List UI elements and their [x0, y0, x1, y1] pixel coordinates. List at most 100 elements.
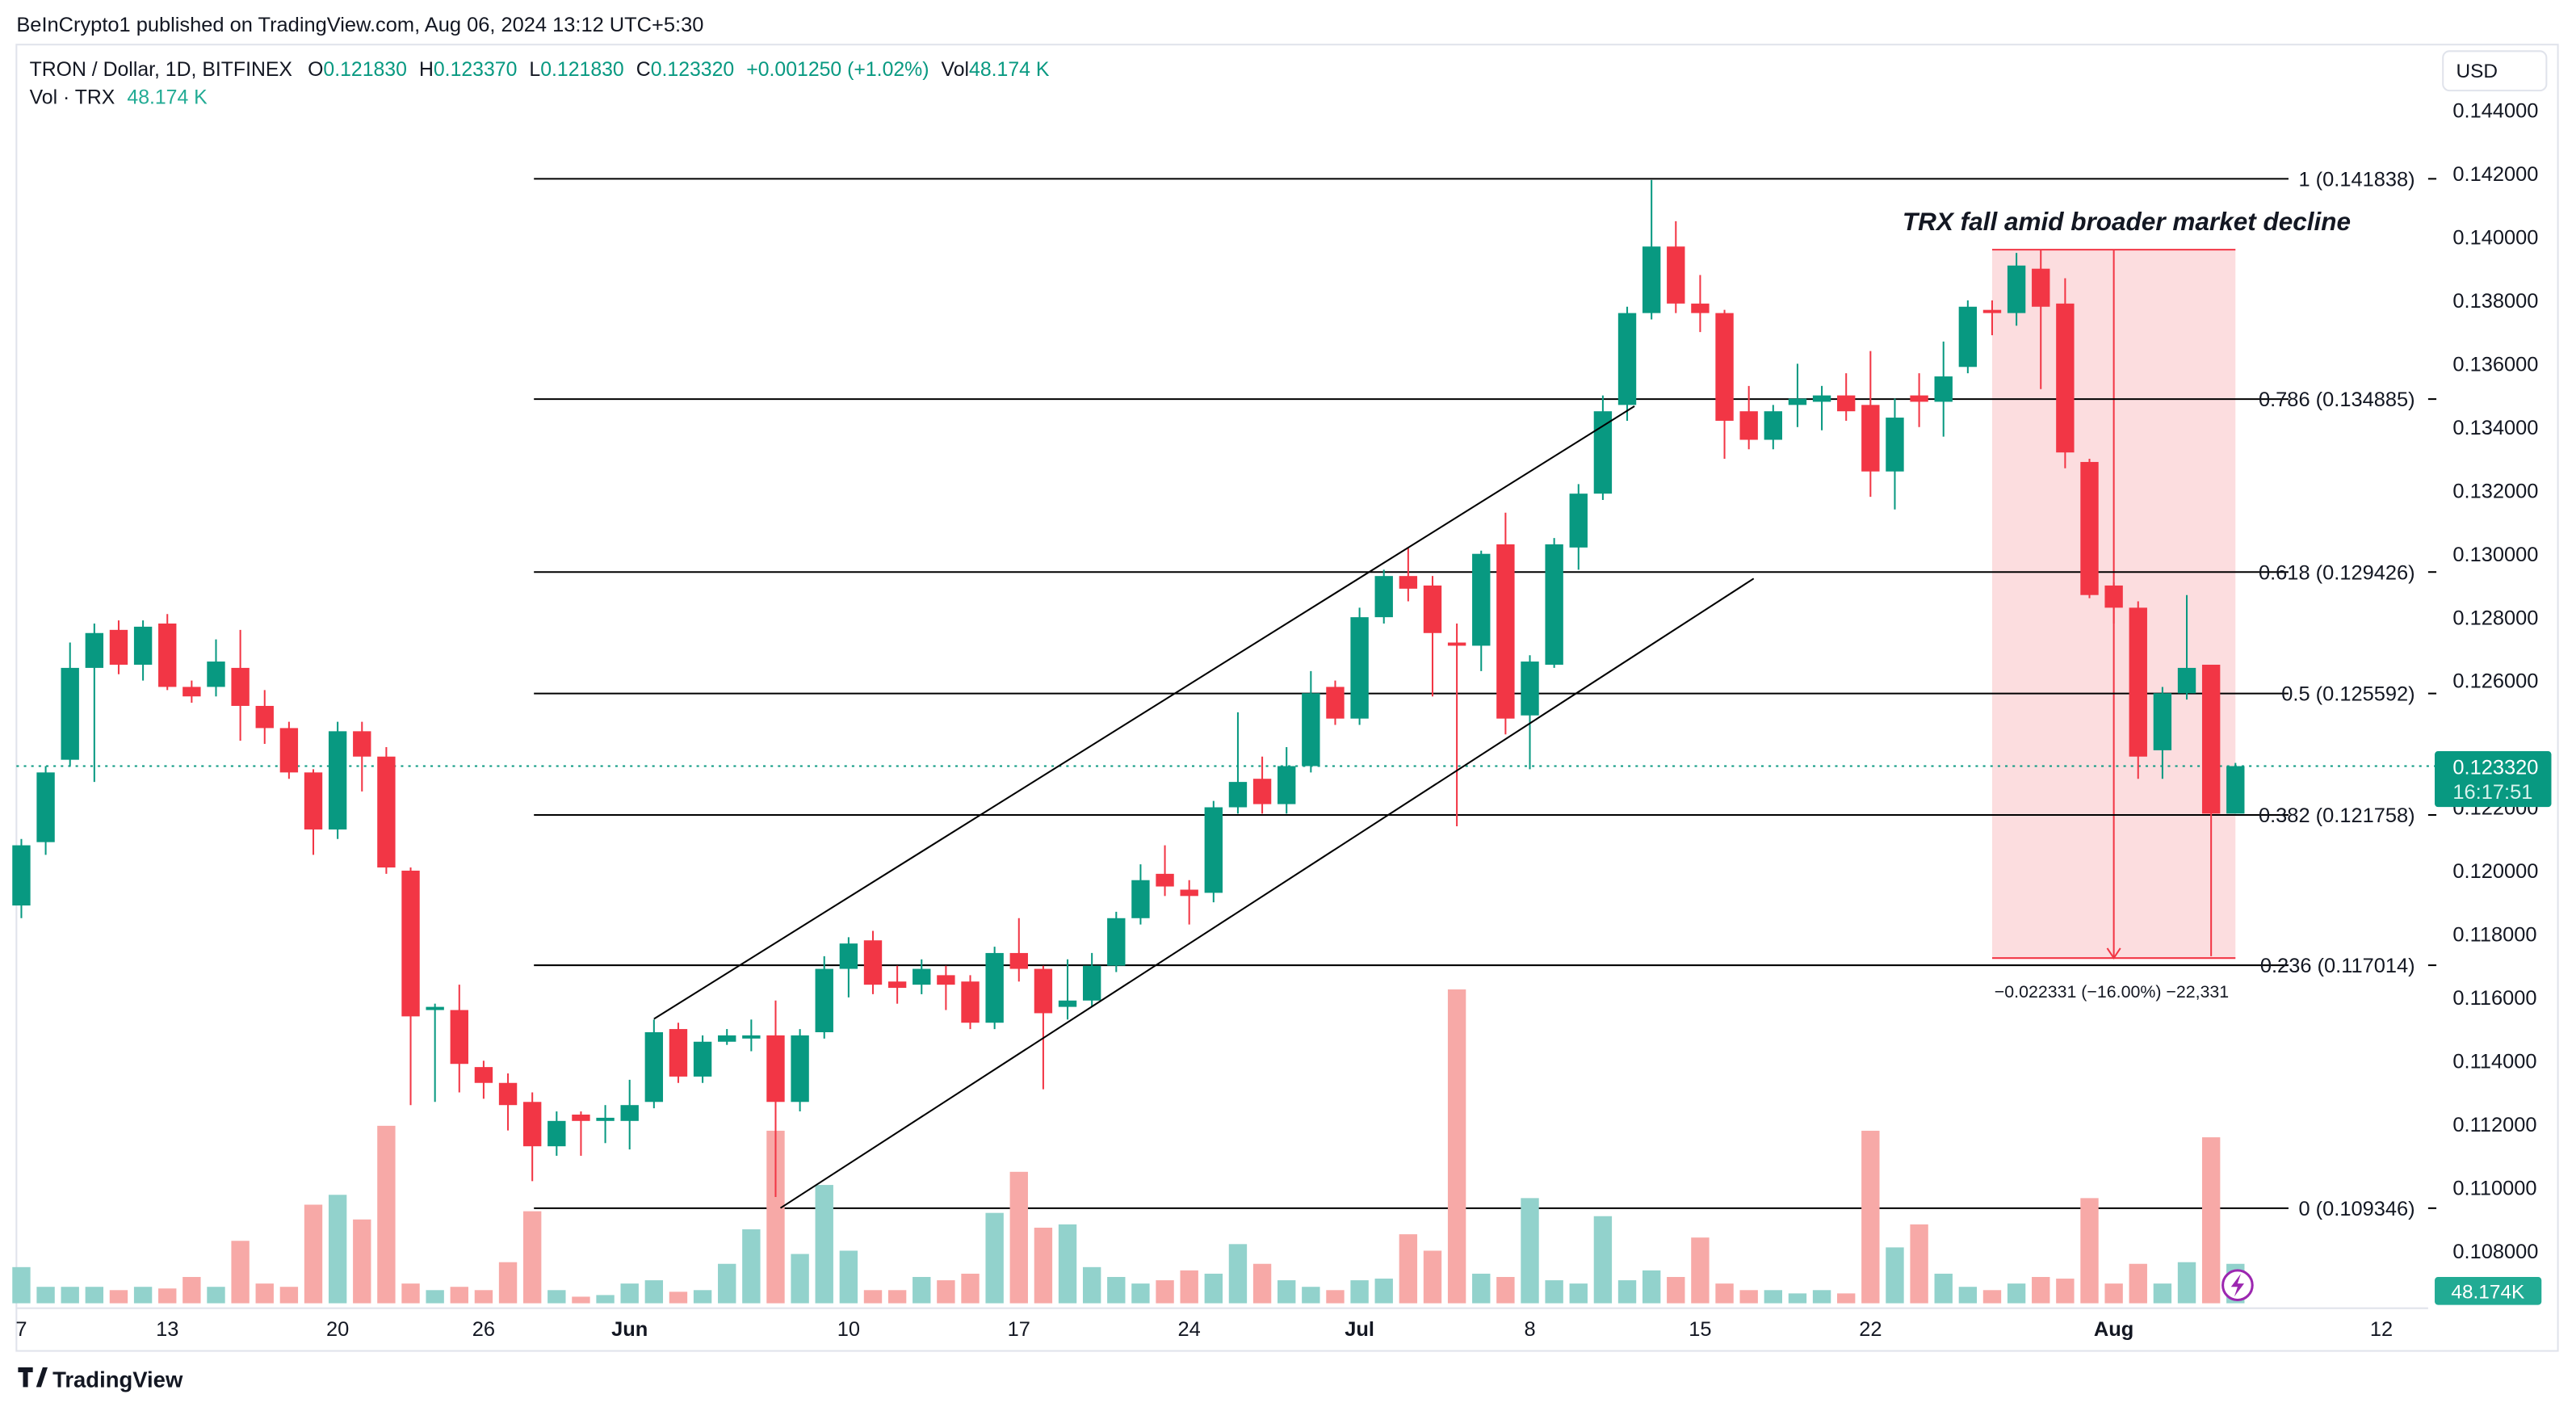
- volume-bar: [279, 1287, 299, 1304]
- volume-bar: [353, 1219, 371, 1304]
- y-tick-label: 0.110000: [2452, 1177, 2536, 1199]
- volume-bar: [474, 1290, 493, 1304]
- volume-bar: [718, 1263, 736, 1304]
- candle: [815, 956, 833, 1039]
- y-tick-label: 0.128000: [2452, 607, 2538, 629]
- candle-body: [1472, 553, 1491, 646]
- candle: [1812, 385, 1831, 430]
- legend-open: 0.121830: [323, 59, 407, 81]
- volume-bar: [183, 1277, 201, 1304]
- volume-bar: [85, 1287, 104, 1304]
- volume-bar: [1034, 1227, 1053, 1304]
- candle-body: [353, 731, 371, 757]
- y-tick-label: 0.118000: [2452, 924, 2536, 947]
- y-tick-label: 0.126000: [2452, 670, 2538, 693]
- volume-bar: [1958, 1287, 1978, 1304]
- price-axis[interactable]: 0.144000 0.142000 0.140000 0.138000 0.136000…: [2452, 100, 2538, 1263]
- candle: [863, 930, 883, 994]
- candle: [401, 867, 420, 1106]
- candle-body: [1788, 398, 1807, 405]
- x-tick-label: Jun: [611, 1318, 648, 1341]
- candle: [1496, 512, 1515, 735]
- candle: [839, 937, 858, 998]
- candle: [2129, 601, 2147, 779]
- candle: [2007, 253, 2026, 326]
- legend-symbol: TRON / Dollar, 1D, BITFINEX: [30, 59, 293, 81]
- time-axis[interactable]: 7 13 20 26 Jun 10 17 24 Jul 8 15 22 Aug 12: [15, 1318, 2393, 1341]
- candle: [61, 642, 79, 766]
- candle: [1545, 538, 1563, 668]
- volume-bar: [913, 1277, 931, 1304]
- fib-level-label: 0.382 (0.121758): [2259, 804, 2415, 827]
- candle: [2177, 594, 2196, 700]
- volume-bar: [1521, 1198, 1539, 1304]
- volume-bar: [815, 1185, 833, 1304]
- candle: [1423, 576, 1442, 697]
- y-tick-label: 0.138000: [2452, 290, 2538, 313]
- candle: [1082, 952, 1101, 1007]
- volume-bar: [1691, 1237, 1710, 1304]
- legend-vol-label: Vol: [942, 59, 970, 81]
- candle-body: [1910, 395, 1928, 402]
- candle: [1837, 373, 1856, 421]
- lightning-icon[interactable]: [2221, 1269, 2254, 1302]
- candle-body: [474, 1067, 493, 1083]
- candle-body: [1204, 807, 1223, 893]
- volume-bar: [207, 1287, 225, 1304]
- volume-bar: [1058, 1224, 1077, 1304]
- candle-body: [231, 667, 250, 706]
- candle: [1958, 300, 1978, 374]
- candle: [1521, 655, 1539, 770]
- y-tick-label: 0.112000: [2452, 1114, 2536, 1136]
- volume-bar: [1934, 1273, 1953, 1304]
- candle-body: [522, 1102, 542, 1147]
- candle-body: [2007, 265, 2026, 313]
- volume-bar: [1910, 1224, 1928, 1304]
- candle-body: [2129, 607, 2147, 757]
- candle: [328, 721, 347, 839]
- tradingview-logo[interactable]: TradingView: [18, 1367, 183, 1392]
- volume-bar: [2007, 1283, 2026, 1304]
- candle: [1593, 395, 1613, 501]
- candle: [937, 965, 955, 1010]
- candle-body: [279, 728, 299, 773]
- channel-lower-line[interactable]: [779, 578, 1755, 1209]
- candles: [12, 179, 2245, 1197]
- candle: [1156, 845, 1174, 897]
- y-tick-label: 0.142000: [2452, 163, 2538, 186]
- volume-bar: [1447, 989, 1466, 1304]
- fib-level-label: 1 (0.141838): [2298, 169, 2414, 191]
- volume-bar: [693, 1290, 712, 1304]
- x-tick-label: 17: [1008, 1318, 1030, 1341]
- fib-level-label: 0.236 (0.117014): [2260, 955, 2415, 977]
- fib-retracement[interactable]: 1 (0.141838) 0.786 (0.134885) 0.618 (0.129…: [534, 169, 2437, 1220]
- volume-bar: [377, 1125, 396, 1304]
- candle-body: [961, 981, 980, 1023]
- candle-body: [1934, 376, 1953, 402]
- candle-body: [742, 1035, 761, 1039]
- measure-label: −0.022331 (−16.00%) −22,331: [1995, 982, 2229, 1002]
- candle-body: [839, 943, 858, 969]
- volume-bar: [1715, 1283, 1734, 1304]
- currency-button[interactable]: USD: [2442, 50, 2548, 92]
- trend-channel[interactable]: [653, 405, 1755, 1209]
- volume-bar: [304, 1204, 323, 1304]
- candle: [791, 1029, 809, 1112]
- candle-body: [498, 1082, 518, 1106]
- channel-upper-line[interactable]: [653, 405, 1635, 1020]
- volume-bar: [1617, 1280, 1637, 1304]
- x-tick-label: 12: [2370, 1318, 2393, 1341]
- volume-bar: [2032, 1277, 2050, 1304]
- candle: [498, 1073, 518, 1131]
- volume-bar: [620, 1283, 639, 1304]
- candle: [1569, 484, 1588, 570]
- candle: [109, 620, 128, 674]
- candle: [1910, 373, 1928, 427]
- candle: [1715, 309, 1734, 460]
- candle-body: [718, 1035, 736, 1042]
- candle: [1788, 363, 1807, 427]
- volume-bar: [158, 1288, 177, 1304]
- y-tick-label: 0.136000: [2452, 354, 2538, 376]
- volume-bar: [1739, 1290, 1758, 1304]
